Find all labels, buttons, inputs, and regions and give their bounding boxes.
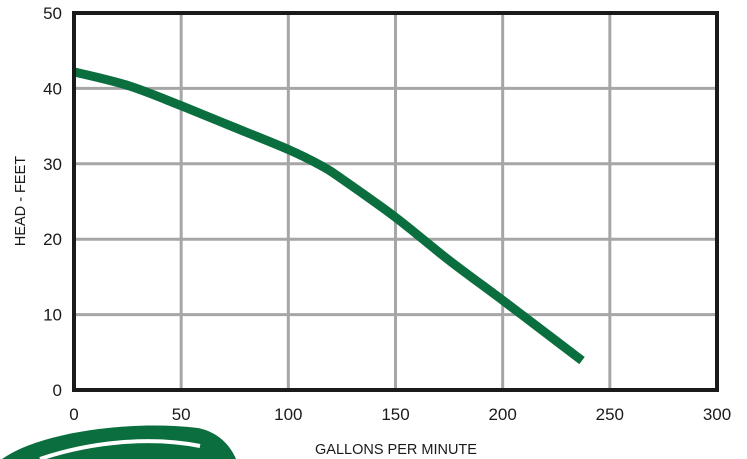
series-line-0 xyxy=(74,67,585,365)
x-tick-label-4: 200 xyxy=(488,405,516,424)
y-tick-label-3: 30 xyxy=(43,155,62,174)
grid-lines xyxy=(74,13,717,390)
x-axis-title: GALLONS PER MINUTE xyxy=(315,442,477,458)
x-tick-label-3: 150 xyxy=(381,405,409,424)
x-tick-label-0: 0 xyxy=(69,405,78,424)
plot-frame xyxy=(72,11,719,392)
x-tick-label-6: 300 xyxy=(703,405,731,424)
x-tick-label-1: 50 xyxy=(172,405,191,424)
y-tick-label-4: 40 xyxy=(43,79,62,98)
y-tick-labels: 0 10 20 30 40 50 xyxy=(43,4,62,400)
brand-logo xyxy=(2,425,236,459)
y-axis-title: HEAD - FEET xyxy=(13,156,29,246)
series-layer xyxy=(74,67,585,365)
y-tick-label-0: 0 xyxy=(53,381,62,400)
y-tick-label-2: 20 xyxy=(43,230,62,249)
y-tick-label-1: 10 xyxy=(43,306,62,325)
y-tick-label-5: 50 xyxy=(43,4,62,23)
x-tick-label-5: 250 xyxy=(596,405,624,424)
x-tick-labels: 0 50 100 150 200 250 300 xyxy=(69,405,731,424)
x-tick-label-2: 100 xyxy=(274,405,302,424)
